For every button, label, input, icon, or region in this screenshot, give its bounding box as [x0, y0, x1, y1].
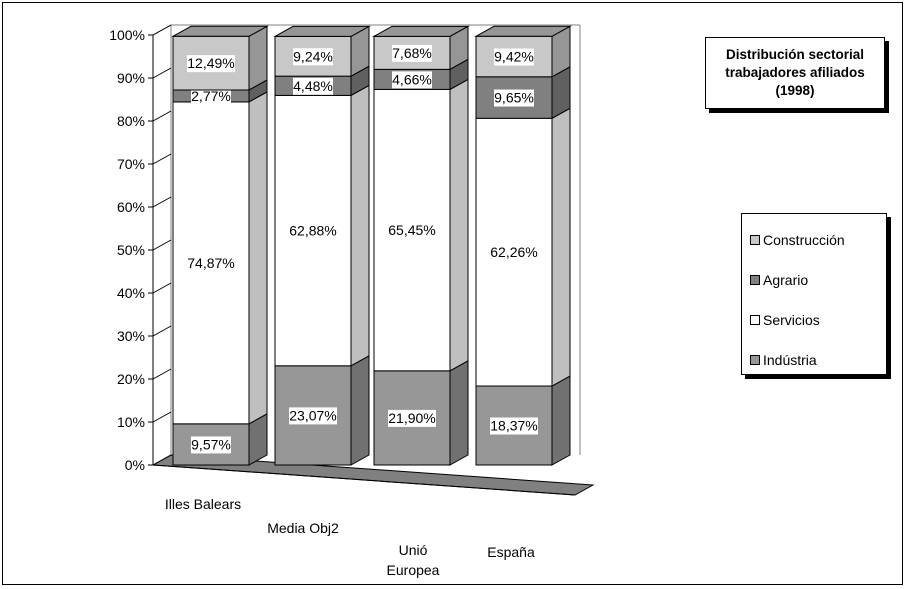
- y-tick-label: 30%: [117, 328, 145, 344]
- stacked-bar-chart: 0% 10% 20% 30% 40% 50% 60% 70% 80% 90% 100% 9,57% 74…: [109, 24, 595, 578]
- legend-item: Agrario: [750, 272, 808, 288]
- y-tick-label: 80%: [117, 113, 145, 129]
- bar-segment-side: [350, 84, 370, 367]
- y-tick-depth: [152, 24, 172, 36]
- data-label: 74,87%: [187, 255, 234, 271]
- data-label-bg: [293, 77, 333, 95]
- data-label-bg: [293, 48, 333, 66]
- y-tick-depth: [152, 67, 172, 79]
- x-axis: [152, 464, 576, 496]
- category-label: Europea: [387, 562, 440, 578]
- chart-title: Distribución sectorial trabajadores afil…: [725, 47, 865, 98]
- data-label: 7,68%: [392, 45, 432, 61]
- data-label: 23,07%: [289, 407, 336, 423]
- data-label: 12,49%: [187, 55, 234, 71]
- legend: Construcción Agrario Servicios Indústria: [741, 213, 887, 375]
- y-tick-label: 60%: [117, 199, 145, 215]
- y-tick-label: 100%: [109, 27, 145, 43]
- data-label-bg: [392, 44, 432, 62]
- data-label: 9,57%: [191, 436, 231, 452]
- data-label-bg: [187, 55, 235, 73]
- y-tick-label: 0%: [125, 457, 145, 473]
- category-label: España: [487, 544, 535, 560]
- y-tick-depth: [152, 411, 172, 423]
- legend-swatch: [750, 235, 760, 245]
- data-label-bg: [191, 436, 231, 454]
- y-tick-label: 50%: [117, 242, 145, 258]
- data-label: 4,66%: [392, 71, 432, 87]
- chart-title-box: Distribución sectorial trabajadores afil…: [705, 37, 885, 109]
- data-label-bg: [191, 87, 231, 105]
- data-label-bg: [490, 417, 538, 435]
- data-label-bg: [494, 89, 534, 107]
- data-label: 62,26%: [490, 244, 537, 260]
- bar-segment: [172, 423, 250, 466]
- y-tick-depth: [152, 282, 172, 294]
- y-tick-depth: [152, 110, 172, 122]
- y-tick-label: 90%: [117, 70, 145, 86]
- bar-segment-side: [248, 91, 268, 425]
- bar-segment: [373, 88, 451, 372]
- legend-label: Agrario: [763, 272, 809, 288]
- y-tick-label: 20%: [117, 371, 145, 387]
- data-label: 9,65%: [494, 90, 534, 106]
- data-label: 18,37%: [490, 418, 537, 434]
- legend-swatch: [750, 315, 760, 325]
- data-label: 4,48%: [293, 78, 333, 94]
- legend-label: Servicios: [763, 312, 820, 328]
- data-label-bg: [494, 48, 534, 66]
- legend-swatch: [750, 275, 760, 285]
- bar-segment-side: [551, 107, 571, 387]
- category-label: Media Obj2: [267, 520, 339, 536]
- bar-top: [171, 25, 269, 37]
- data-label-bg: [289, 407, 337, 425]
- bar-top: [273, 25, 371, 37]
- legend-item: Construcción: [750, 232, 845, 248]
- y-tick-depth: [152, 196, 172, 208]
- y-tick-depth: [152, 368, 172, 380]
- legend-item: Servicios: [750, 312, 820, 328]
- bar-segment-side: [449, 359, 469, 466]
- bar-segment: [172, 101, 250, 425]
- bar-segment-side: [248, 25, 268, 91]
- data-label-bg: [392, 71, 432, 89]
- legend-item: Indústria: [750, 352, 817, 368]
- bar-top: [372, 25, 470, 37]
- data-label: 62,88%: [289, 223, 336, 239]
- data-label-bg: [388, 409, 436, 427]
- bar-segment-side: [551, 375, 571, 466]
- category-label: Unió: [399, 542, 428, 558]
- y-tick-depth: [152, 325, 172, 337]
- bar-segment: [475, 117, 553, 387]
- data-label: 9,24%: [293, 48, 333, 64]
- bar-top: [474, 25, 572, 37]
- data-label: 21,90%: [388, 410, 435, 426]
- category-label: Illes Balears: [165, 496, 241, 512]
- y-tick-label: 10%: [117, 414, 145, 430]
- bar-segment: [274, 94, 352, 367]
- legend-label: Construcción: [763, 232, 845, 248]
- legend-swatch: [750, 355, 760, 365]
- bar-segment-side: [449, 78, 469, 372]
- legend-label: Indústria: [763, 352, 817, 368]
- y-tick-depth: [152, 454, 172, 466]
- y-tick-label: 40%: [117, 285, 145, 301]
- y-tick-label: 70%: [117, 156, 145, 172]
- y-tick-depth: [152, 153, 172, 165]
- y-tick-depth: [152, 239, 172, 251]
- data-label: 9,42%: [494, 49, 534, 65]
- data-label: 2,77%: [191, 88, 231, 104]
- bar-segment-side: [350, 354, 370, 466]
- data-label: 65,45%: [388, 222, 435, 238]
